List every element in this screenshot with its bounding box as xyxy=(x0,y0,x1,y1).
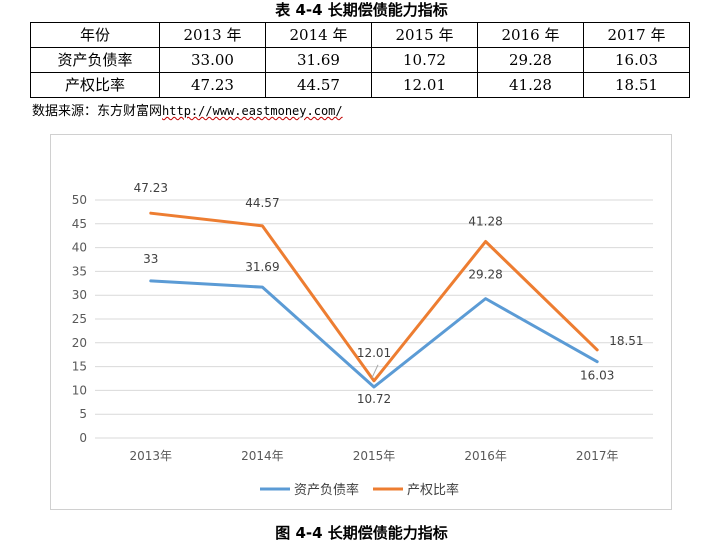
data-label: 10.72 xyxy=(357,392,391,406)
data-label: 41.28 xyxy=(468,215,502,229)
header-cell: 2015 年 xyxy=(371,22,478,48)
gridlines xyxy=(95,199,653,439)
source-label: 数据来源：东方财富网 xyxy=(32,104,163,119)
data-label: 18.51 xyxy=(609,334,643,348)
x-axis-ticks: 2013年 2014年 2015年 2016年 2017年 xyxy=(130,449,619,463)
source-url[interactable]: http://www.eastmoney.com/ xyxy=(162,104,343,118)
y-tick-label: 50 xyxy=(72,193,87,207)
series-line-1 xyxy=(149,279,599,389)
data-label: 12.01 xyxy=(357,346,391,360)
header-cell: 2014 年 xyxy=(265,22,372,48)
legend-label: 产权比率 xyxy=(407,482,459,498)
table-cell: 18.51 xyxy=(583,72,690,98)
y-tick-label: 5 xyxy=(79,407,87,421)
table-cell: 44.57 xyxy=(265,72,372,98)
table-cell: 29.28 xyxy=(477,47,584,73)
table-row: 资产负债率 33.00 31.69 10.72 29.28 16.03 xyxy=(30,47,690,73)
y-tick-label: 25 xyxy=(72,312,87,326)
table-row: 产权比率 47.23 44.57 12.01 41.28 18.51 xyxy=(30,72,690,98)
data-labels: 33 31.69 10.72 29.28 16.03 47.23 44.57 12.01 41.… xyxy=(134,181,644,406)
series-line-2 xyxy=(149,211,599,383)
table-cell: 16.03 xyxy=(583,47,690,73)
x-tick-label: 2014年 xyxy=(241,449,284,463)
header-cell: 2017 年 xyxy=(583,22,690,48)
y-axis-ticks: 0 5 10 15 20 25 30 35 40 45 50 xyxy=(72,193,87,445)
row-label: 资产负债率 xyxy=(30,47,160,73)
table-cell: 33.00 xyxy=(159,47,266,73)
indicator-table: 年份 2013 年 2014 年 2015 年 2016 年 2017 年 资产… xyxy=(30,22,690,98)
data-label: 47.23 xyxy=(134,181,168,195)
x-tick-label: 2015年 xyxy=(353,449,396,463)
line-chart: 0 5 10 15 20 25 30 35 40 45 50 2013年 2014年 2015年 2016… xyxy=(72,181,653,498)
x-tick-label: 2013年 xyxy=(130,449,173,463)
table-cell: 31.69 xyxy=(265,47,372,73)
data-label: 16.03 xyxy=(580,369,614,383)
table-cell: 41.28 xyxy=(477,72,584,98)
table-cell: 47.23 xyxy=(159,72,266,98)
y-tick-label: 30 xyxy=(72,288,87,302)
legend-label: 资产负债率 xyxy=(294,482,359,498)
y-tick-label: 40 xyxy=(72,241,87,255)
series-lines xyxy=(149,211,599,389)
data-label-leader-line xyxy=(371,364,379,379)
y-tick-label: 15 xyxy=(72,360,87,374)
x-tick-label: 2017年 xyxy=(576,449,619,463)
table-cell: 10.72 xyxy=(371,47,478,73)
figure-caption: 图 4-4 长期偿债能力指标 xyxy=(275,524,448,542)
legend: 资产负债率 产权比率 xyxy=(260,482,459,498)
y-tick-label: 0 xyxy=(79,431,87,445)
table-header-row: 年份 2013 年 2014 年 2015 年 2016 年 2017 年 xyxy=(30,22,690,48)
header-cell: 2016 年 xyxy=(477,22,584,48)
data-label: 29.28 xyxy=(468,268,502,282)
y-tick-label: 35 xyxy=(72,264,87,278)
chart-frame xyxy=(50,134,672,510)
header-cell: 2013 年 xyxy=(159,22,266,48)
y-tick-label: 20 xyxy=(72,336,87,350)
y-tick-label: 10 xyxy=(72,383,87,397)
data-label: 33 xyxy=(143,252,158,266)
table-title: 表 4-4 长期偿债能力指标 xyxy=(275,1,448,19)
y-tick-label: 45 xyxy=(72,217,87,231)
row-label: 产权比率 xyxy=(30,72,160,98)
table-cell: 12.01 xyxy=(371,72,478,98)
data-label: 31.69 xyxy=(245,260,279,274)
x-tick-label: 2016年 xyxy=(464,449,507,463)
data-source-note: 数据来源：东方财富网http://www.eastmoney.com/ xyxy=(32,102,343,121)
header-cell: 年份 xyxy=(30,22,160,48)
data-label: 44.57 xyxy=(245,196,279,210)
